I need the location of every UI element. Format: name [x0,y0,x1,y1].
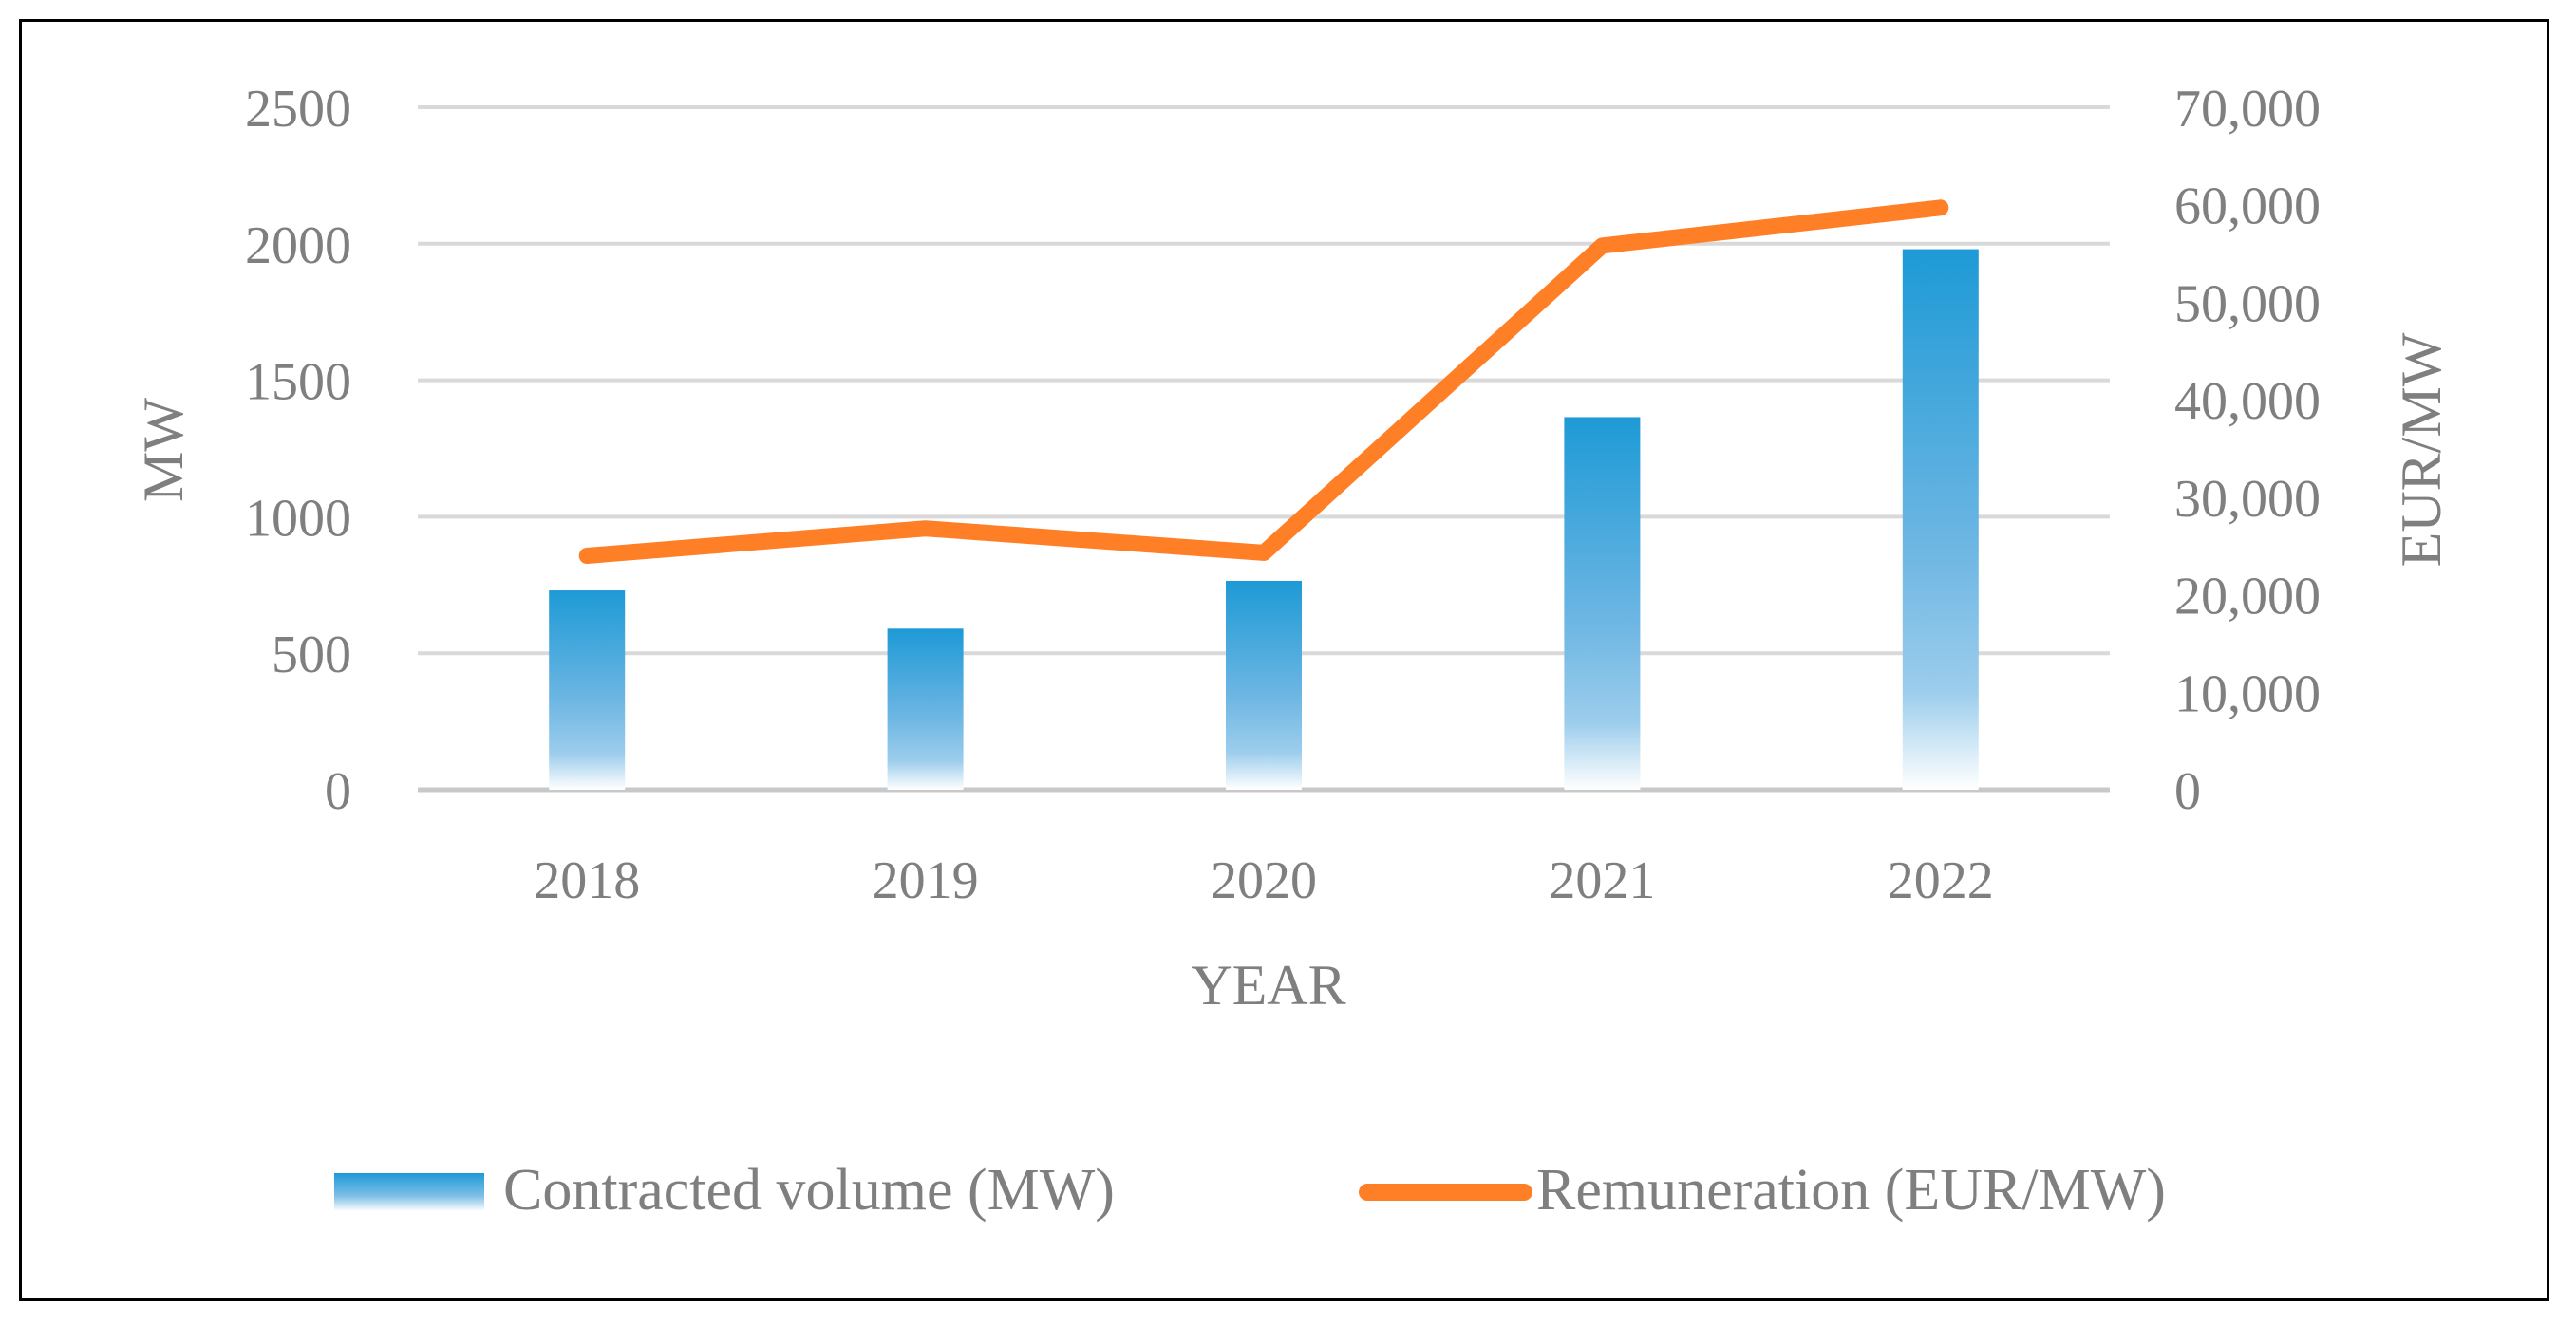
y-axis-right-ticks: 0 10,000 20,000 30,000 40,000 50,000 60,000 70,… [2174,80,2321,821]
y-tick-label: 2000 [245,216,351,275]
line-point [586,554,588,556]
bar [1226,581,1302,790]
y-axis-left-ticks: 0 500 1000 1500 2000 2500 [245,80,351,821]
line-point [1940,207,1942,209]
y-tick-label: 0 [325,762,351,821]
y2-tick-label: 70,000 [2174,80,2321,139]
y2-tick-label: 20,000 [2174,568,2321,626]
legend: Contracted volume (MW) Remuneration (EUR… [334,1158,2166,1223]
x-tick-label: 2022 [1888,851,1994,910]
x-tick-label: 2020 [1211,851,1317,910]
x-tick-label: 2018 [534,851,640,910]
y-tick-label: 500 [272,626,351,684]
line-point [1263,551,1265,553]
y2-tick-label: 50,000 [2174,274,2321,333]
bar [1903,250,1979,790]
x-tick-label: 2019 [873,851,979,910]
y2-tick-label: 10,000 [2174,664,2321,723]
line-point [1601,245,1603,247]
bar [549,590,625,790]
x-tick-label: 2021 [1549,851,1655,910]
y2-tick-label: 60,000 [2174,177,2321,236]
line-point [925,528,927,530]
bar-series [549,250,1979,790]
y2-tick-label: 40,000 [2174,372,2321,431]
y-tick-label: 1000 [245,489,351,548]
y2-tick-label: 30,000 [2174,470,2321,529]
y2-tick-label: 0 [2174,762,2201,821]
x-axis-ticks: 2018 2019 2020 2021 2022 [534,851,1994,910]
y-tick-label: 2500 [245,80,351,139]
y-axis-title: MW [132,398,195,502]
legend-line-label: Remuneration (EUR/MW) [1536,1158,2166,1223]
legend-bar-swatch [334,1173,484,1211]
legend-bar-label: Contracted volume (MW) [503,1158,1115,1223]
y2-axis-title: EUR/MW [2390,332,2453,567]
x-axis-title: YEAR [1191,954,1345,1017]
bar [888,628,964,790]
chart: 0 500 1000 1500 2000 2500 0 10,000 20,000 30,000… [0,0,2576,1326]
y-tick-label: 1500 [245,353,351,412]
bar [1564,417,1640,790]
